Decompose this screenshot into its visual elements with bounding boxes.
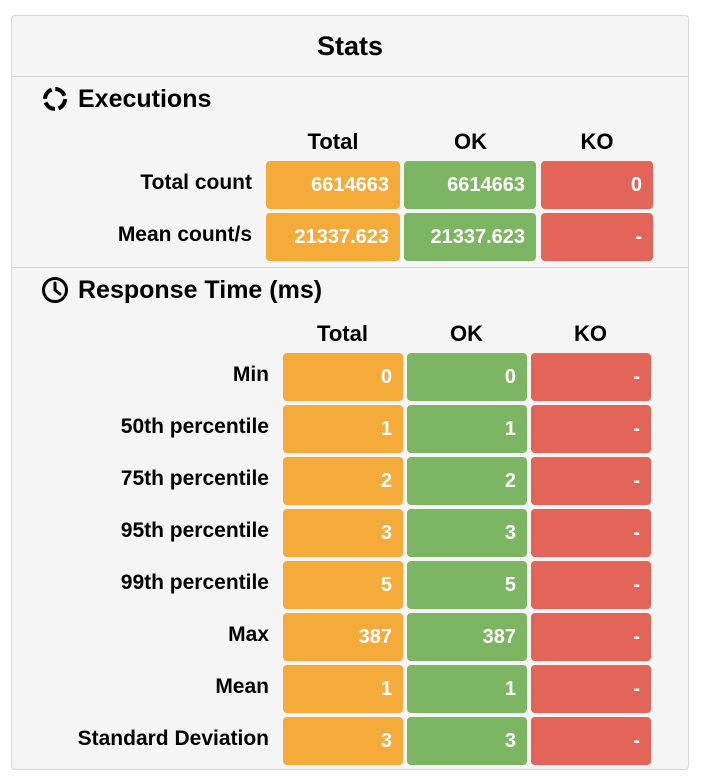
response-time-heading-text: Response Time (ms) xyxy=(78,275,323,304)
rt-cell-total: 387 xyxy=(283,613,403,661)
rt-cell-ok: 3 xyxy=(407,509,527,557)
rt-cell-total: 2 xyxy=(283,457,403,505)
exec-cell-total: 21337.623 xyxy=(266,213,400,261)
rt-cell-ok: 5 xyxy=(407,561,527,609)
rt-row-label: 99th percentile xyxy=(120,571,269,594)
rt-cell-ko: - xyxy=(531,717,651,765)
executions-heading: Executions xyxy=(40,84,211,114)
rt-row-label: Max xyxy=(228,623,269,646)
rt-cell-ko: - xyxy=(531,665,651,713)
exec-cell-ok: 21337.623 xyxy=(404,213,536,261)
refresh-circle-icon xyxy=(43,87,67,111)
exec-row-label: Total count xyxy=(140,171,252,194)
rt-cell-total: 5 xyxy=(283,561,403,609)
rt-row-label: Min xyxy=(232,363,269,386)
rt-cell-total: 3 xyxy=(283,717,403,765)
rt-cell-total: 0 xyxy=(283,353,403,401)
rt-cell-total: 3 xyxy=(283,509,403,557)
response-time-heading: Response Time (ms) xyxy=(40,275,322,305)
rt-row-label: 50th percentile xyxy=(120,415,269,438)
executions-heading-text: Executions xyxy=(78,84,212,113)
rt-cell-ok: 2 xyxy=(407,457,527,505)
rt-cell-ko: - xyxy=(531,561,651,609)
exec-col-total: Total xyxy=(307,129,359,154)
exec-cell-ok: 6614663 xyxy=(404,161,536,209)
section-divider xyxy=(12,267,688,268)
rt-cell-ko: - xyxy=(531,353,651,401)
rt-cell-ko: - xyxy=(531,613,651,661)
exec-cell-ko: 0 xyxy=(541,161,653,209)
rt-row-label: 95th percentile xyxy=(120,519,269,542)
rt-cell-total: 1 xyxy=(283,665,403,713)
rt-cell-ko: - xyxy=(531,509,651,557)
rt-col-ko: KO xyxy=(574,321,607,346)
rt-col-total: Total xyxy=(317,321,368,346)
rt-col-ok: OK xyxy=(450,321,483,346)
rt-cell-ok: 1 xyxy=(407,405,527,453)
rt-row-label: Standard Deviation xyxy=(77,727,269,750)
rt-cell-ko: - xyxy=(531,457,651,505)
exec-col-ko: KO xyxy=(580,129,614,154)
rt-cell-ok: 1 xyxy=(407,665,527,713)
rt-cell-ok: 3 xyxy=(407,717,527,765)
exec-cell-total: 6614663 xyxy=(266,161,400,209)
stats-title: Stats xyxy=(12,16,688,77)
exec-cell-ko: - xyxy=(541,213,653,261)
rt-row-label: Mean xyxy=(215,675,269,698)
stats-panel: Stats Executions Total OK KO Total count… xyxy=(11,15,689,770)
rt-row-label: 75th percentile xyxy=(120,467,269,490)
exec-row-label: Mean count/s xyxy=(117,223,252,246)
rt-cell-ok: 0 xyxy=(407,353,527,401)
rt-cell-ko: - xyxy=(531,405,651,453)
rt-cell-ok: 387 xyxy=(407,613,527,661)
rt-cell-total: 1 xyxy=(283,405,403,453)
clock-icon xyxy=(42,277,68,303)
exec-col-ok: OK xyxy=(454,129,487,154)
